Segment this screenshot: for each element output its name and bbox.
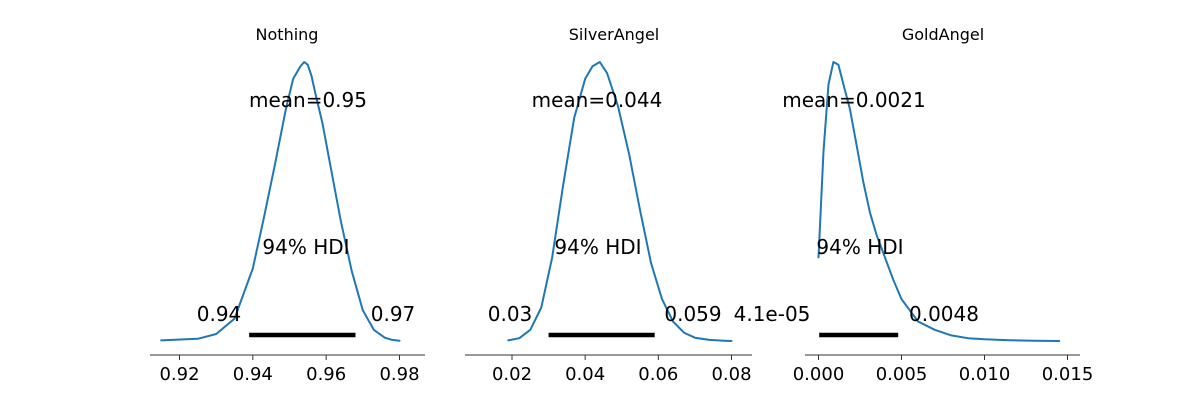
subplot-silverangel: SilverAngel 0.02 0.04 0.06 0.08 mean=0.044 94%… — [465, 25, 752, 385]
mean-label: mean=0.0021 — [782, 88, 925, 112]
x-tick-label: 0.005 — [876, 364, 928, 385]
hdi-low-label: 4.1e-05 — [734, 302, 811, 326]
hdi-low-label: 0.03 — [488, 302, 533, 326]
x-tick-label: 0.08 — [711, 364, 751, 385]
panel-title: Nothing — [256, 25, 319, 44]
x-tick-label: 0.02 — [492, 364, 532, 385]
mean-label: mean=0.95 — [249, 88, 367, 112]
x-tick-label: 0.04 — [565, 364, 605, 385]
x-tick-label: 0.94 — [233, 364, 273, 385]
x-tick-label: 0.015 — [1042, 364, 1094, 385]
kde-curve — [160, 61, 401, 342]
subplot-goldangel: GoldAngel 0.000 0.005 0.010 0.015 mean=0.0021… — [734, 25, 1094, 385]
kde-curve — [817, 61, 1061, 342]
x-tick-label: 0.92 — [159, 364, 199, 385]
x-tick-label: 0.06 — [638, 364, 678, 385]
x-tick-label: 0.000 — [793, 364, 845, 385]
hdi-high-label: 0.97 — [371, 302, 416, 326]
x-tick-label: 0.010 — [959, 364, 1011, 385]
hdi-label: 94% HDI — [554, 235, 641, 259]
panel-title: GoldAngel — [902, 25, 984, 44]
x-tick-label: 0.96 — [306, 364, 346, 385]
x-tick-label: 0.98 — [379, 364, 419, 385]
mean-label: mean=0.044 — [532, 88, 663, 112]
hdi-label: 94% HDI — [816, 235, 903, 259]
subplot-nothing: Nothing 0.92 0.94 0.96 0.98 mean=0.95 94% HDI 0… — [150, 25, 425, 385]
hdi-high-label: 0.0048 — [909, 302, 979, 326]
hdi-low-label: 0.94 — [197, 302, 242, 326]
panel-title: SilverAngel — [569, 25, 659, 44]
hdi-high-label: 0.059 — [664, 302, 721, 326]
hdi-label: 94% HDI — [262, 235, 349, 259]
kde-curve — [507, 61, 733, 342]
